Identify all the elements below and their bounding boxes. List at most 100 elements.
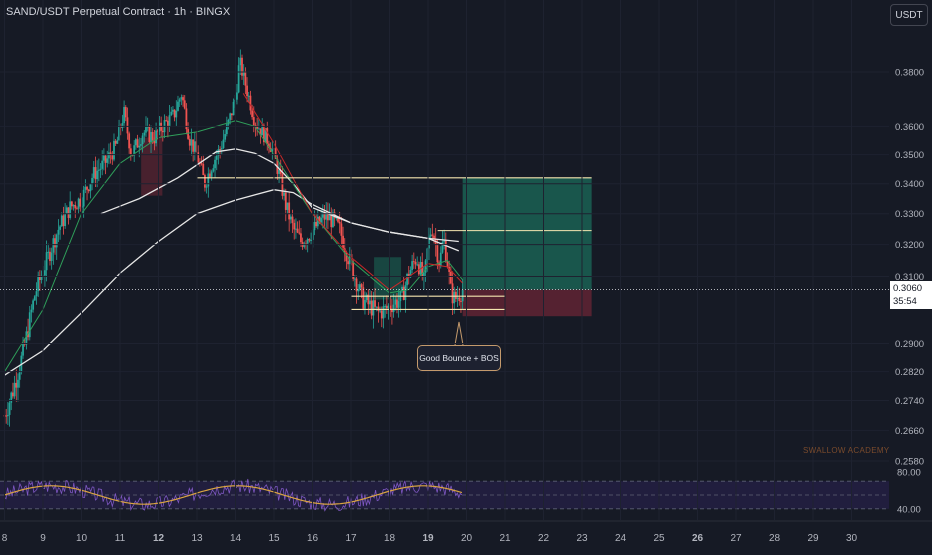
candle-body [340, 223, 343, 236]
y-tick-label: 0.2660 [895, 426, 924, 437]
candle-body [30, 309, 33, 313]
candle-body [76, 208, 78, 210]
candle-body [433, 235, 435, 240]
candle-body [239, 57, 242, 66]
candle-body [409, 270, 412, 278]
candle-body [389, 305, 392, 310]
candle-body [294, 228, 297, 230]
candle-body [225, 124, 228, 135]
candle-body [259, 128, 262, 136]
candle-body [375, 306, 378, 308]
candle-body [315, 222, 318, 227]
x-tick-label: 27 [730, 533, 742, 544]
candle-body [65, 207, 68, 214]
candle-body [438, 262, 440, 267]
candle-body [25, 331, 28, 345]
candle-body [237, 65, 240, 93]
x-tick-label: 8 [2, 533, 8, 544]
candle-body [204, 175, 206, 188]
y-tick-label: 0.2820 [895, 367, 924, 378]
candle-body [118, 125, 120, 141]
candle-body [67, 207, 70, 218]
candle-body [230, 113, 233, 116]
y-tick-label: 0.2580 [895, 457, 924, 468]
candle-body [261, 125, 264, 136]
candle-body [96, 170, 99, 180]
candle-body [69, 201, 72, 218]
y-tick-label: 0.3400 [895, 179, 924, 190]
candle-body [345, 253, 348, 262]
candle-body [404, 285, 407, 301]
candle-body [6, 414, 9, 417]
candle-body [166, 120, 169, 127]
candle-body [313, 222, 316, 231]
candle-body [446, 261, 449, 268]
candle-body [64, 213, 67, 227]
candle-body [428, 236, 430, 249]
candle-body [143, 132, 146, 136]
candle-body [352, 261, 355, 279]
candle-body [172, 109, 174, 112]
watermark: SWALLOW ACADEMY [803, 446, 890, 455]
candle-body [214, 159, 216, 169]
candle-body [101, 160, 104, 169]
candle-body [380, 310, 383, 319]
candle-body [70, 201, 73, 207]
candle-body [244, 71, 247, 86]
candle-body [188, 138, 191, 146]
x-tick-label: 21 [499, 533, 511, 544]
candle-body [151, 132, 154, 141]
rsi-tick-label: 40.00 [897, 504, 921, 515]
x-tick-label: 24 [615, 533, 627, 544]
candle-body [332, 212, 334, 228]
candle-body [392, 304, 395, 313]
x-tick-label: 13 [191, 533, 203, 544]
position-zones [141, 137, 592, 317]
candle-body [385, 305, 388, 309]
candle-body [28, 312, 31, 338]
currency-button[interactable]: USDT [890, 4, 928, 26]
x-tick-label: 30 [846, 533, 858, 544]
candles [3, 49, 464, 427]
candle-body [114, 140, 117, 144]
candle-body [161, 130, 164, 133]
candle-body [451, 283, 454, 304]
history-zone [141, 137, 163, 196]
candle-body [113, 140, 115, 160]
candle-body [391, 309, 393, 313]
candle-body [133, 145, 136, 156]
candle-body [455, 291, 457, 300]
x-tick-label: 9 [40, 533, 46, 544]
candle-body [50, 252, 53, 261]
candle-body [52, 238, 55, 253]
candle-body [308, 239, 311, 241]
candle-body [298, 232, 301, 234]
x-tick-label: 19 [422, 533, 434, 544]
candle-body [379, 310, 382, 312]
candle-body [362, 287, 365, 309]
x-tick-label: 22 [538, 533, 550, 544]
candle-body [257, 128, 260, 130]
candle-body [197, 152, 200, 163]
y-tick-label: 0.3200 [895, 240, 924, 251]
candle-body [310, 239, 312, 241]
x-tick-label: 25 [653, 533, 665, 544]
candle-body [384, 305, 387, 307]
bar-countdown: 35:54 [893, 296, 917, 307]
candle-body [12, 392, 14, 397]
candle-body [22, 342, 24, 356]
candle-body [342, 235, 344, 249]
candle-body [170, 111, 173, 116]
candle-body [293, 222, 296, 230]
candle-body [411, 261, 414, 271]
candle-body [458, 297, 461, 302]
candle-body [456, 297, 459, 300]
candle-body [202, 163, 205, 176]
x-tick-label: 28 [769, 533, 781, 544]
candle-body [357, 289, 360, 292]
x-tick-label: 29 [807, 533, 819, 544]
candle-body [449, 271, 452, 284]
candle-body [271, 149, 274, 152]
candle-body [190, 139, 193, 146]
